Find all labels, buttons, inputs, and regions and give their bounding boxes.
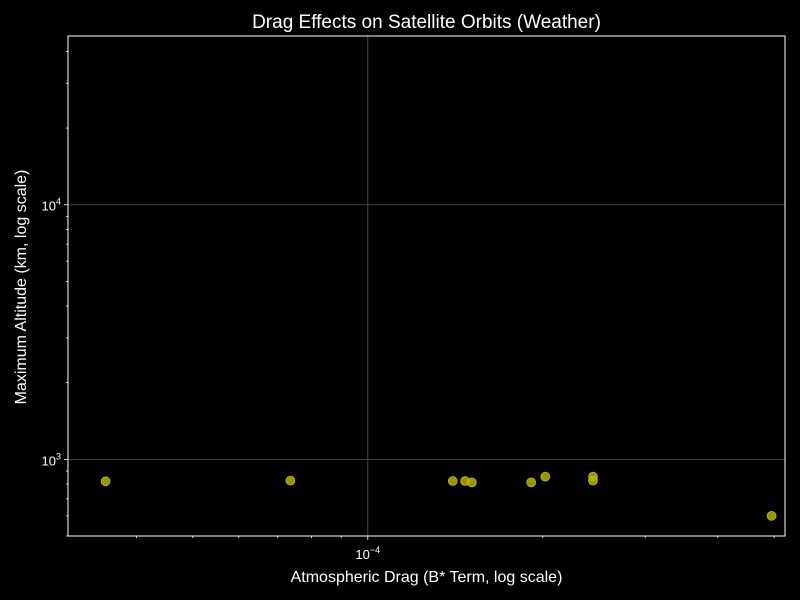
x-axis-label: Atmospheric Drag (B* Term, log scale) [291,569,563,586]
data-point [447,476,458,486]
point-layer [100,471,777,521]
data-point [766,510,777,521]
data-point [526,477,537,488]
y-tick-label: 103 [42,451,61,468]
data-point [588,475,598,486]
y-tick-label: 104 [42,197,61,214]
data-point [285,475,296,486]
data-point [466,477,477,488]
x-tick-label: 10−4 [355,545,380,562]
data-point [100,476,111,487]
tick-layer: 10−4 103 104 [42,51,775,562]
data-point [540,471,551,482]
y-axis-label: Maximum Altitude (km, log scale) [13,170,30,405]
plot-frame [67,35,786,537]
grid-layer [68,36,785,536]
chart-title: Drag Effects on Satellite Orbits (Weathe… [252,12,601,33]
